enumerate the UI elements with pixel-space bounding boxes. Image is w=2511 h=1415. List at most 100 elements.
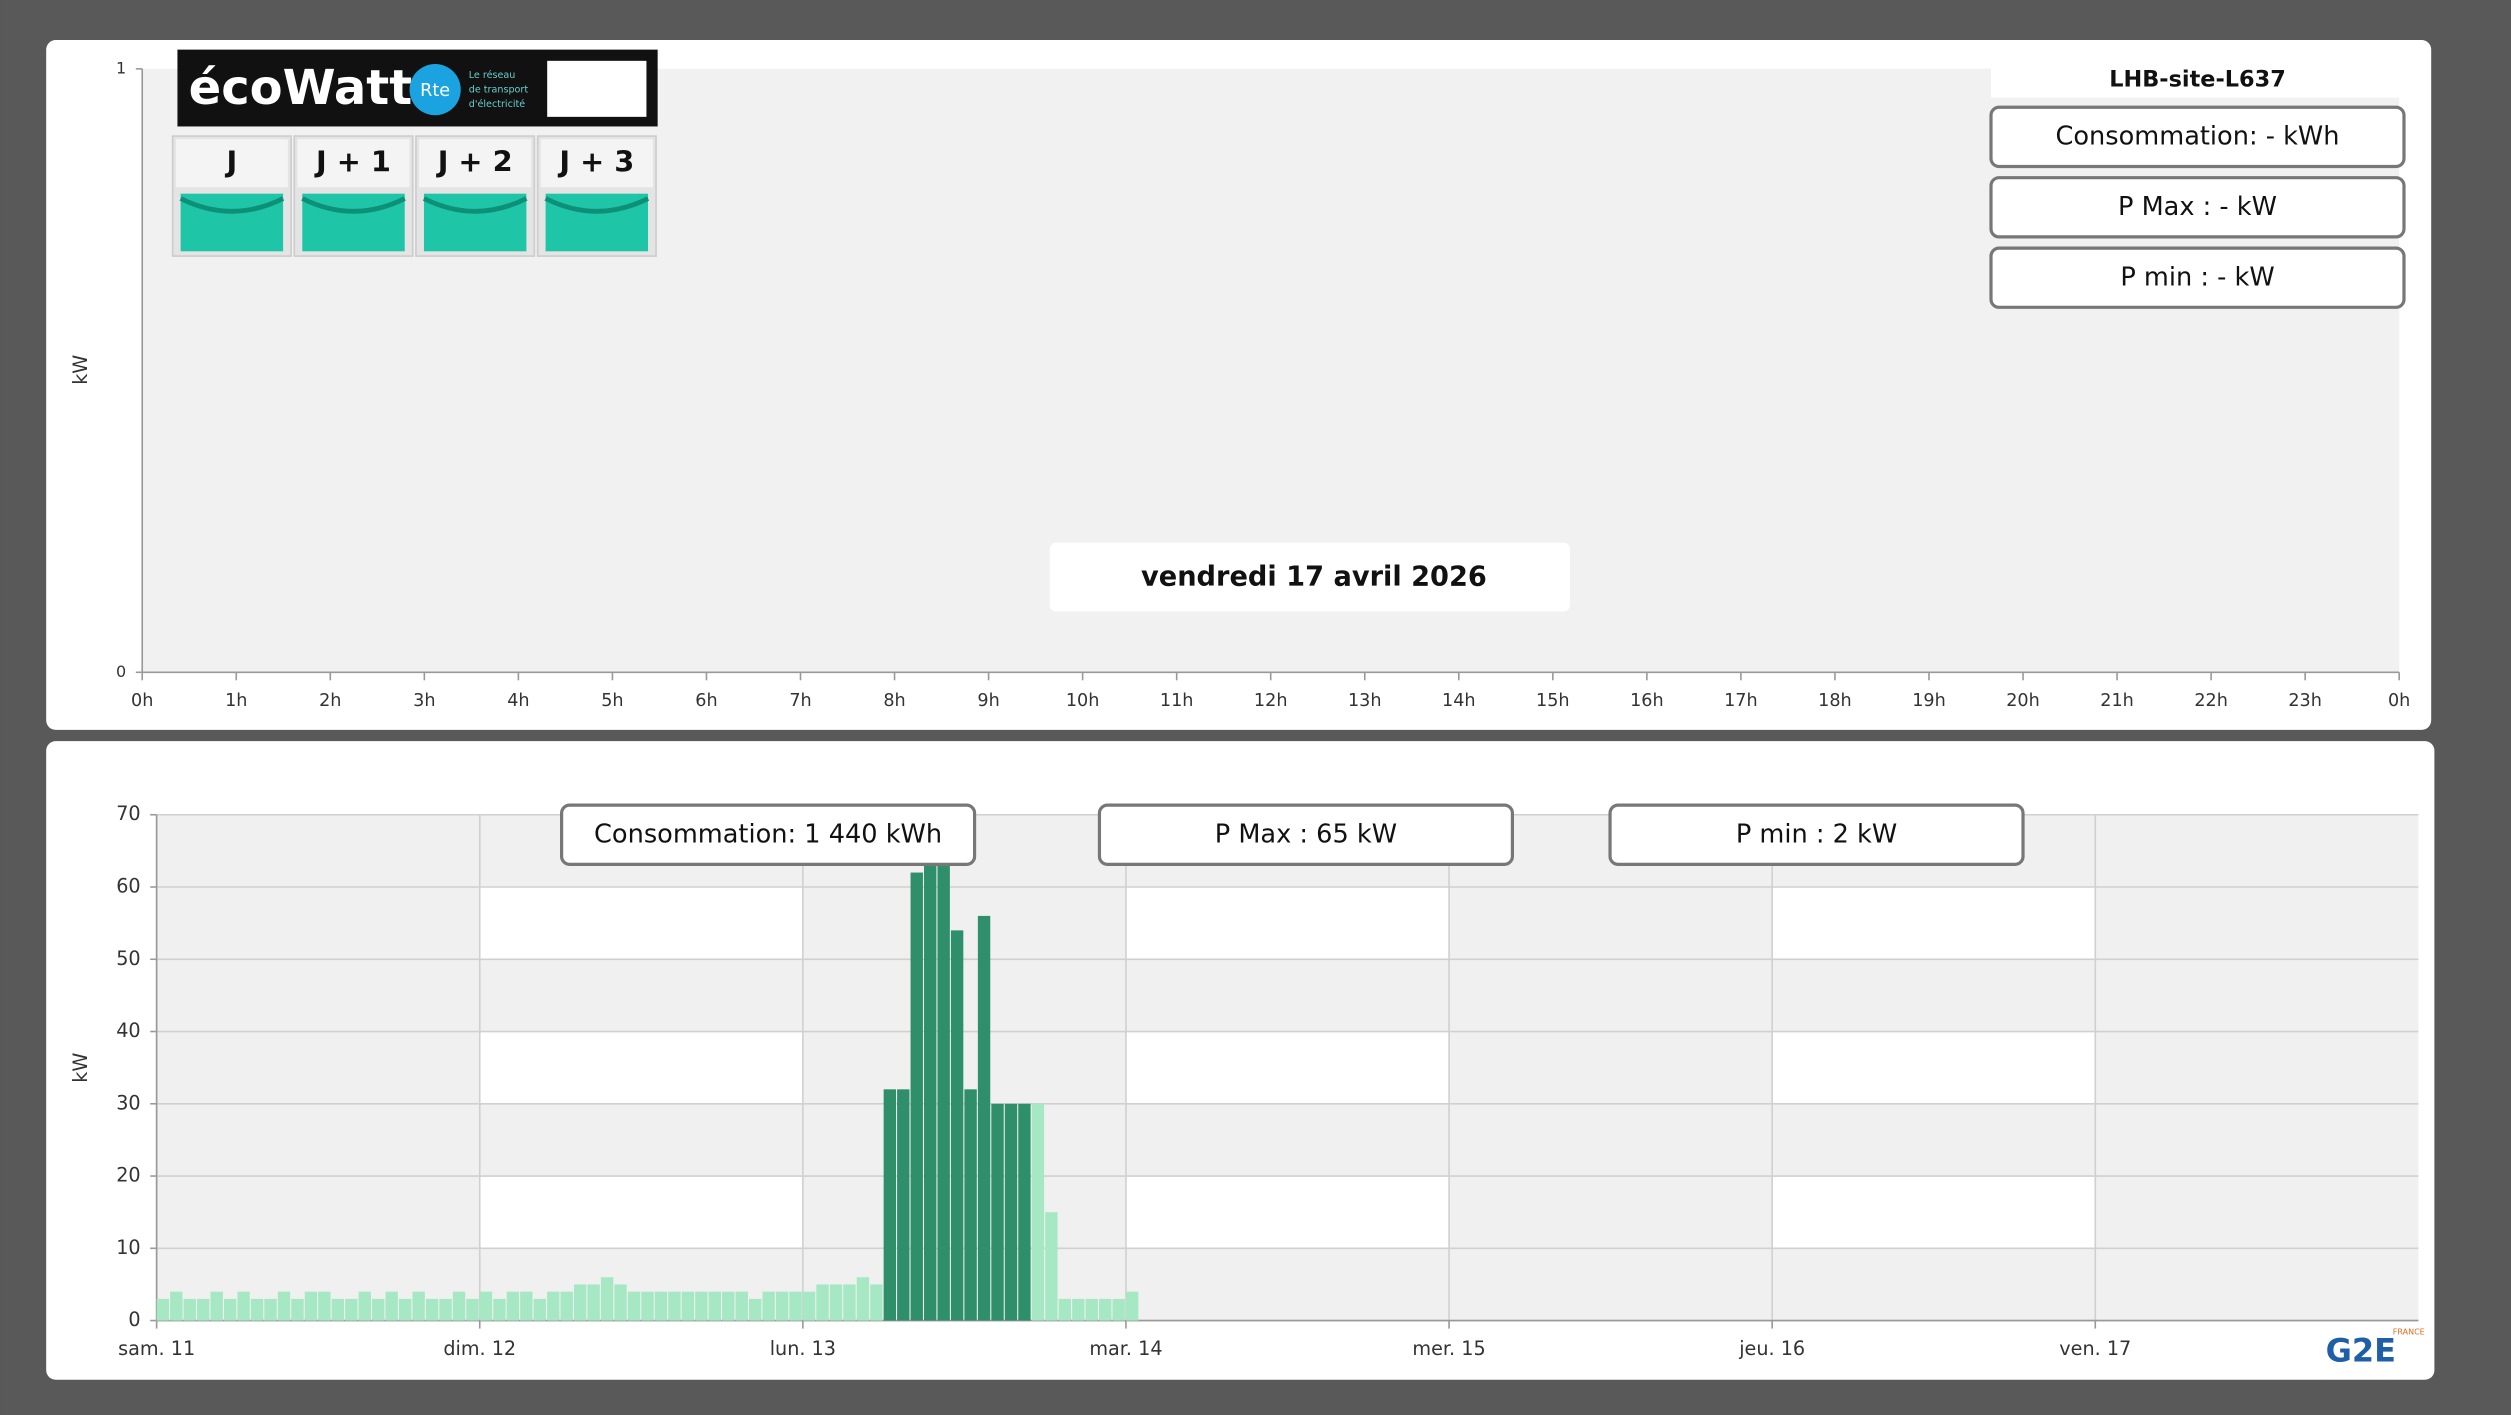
x-tick-label: 2h: [319, 691, 341, 711]
bar: [425, 1298, 439, 1321]
ecowatt-logo: écoWatt: [189, 60, 413, 116]
bar: [223, 1298, 237, 1321]
x-tick-label: 23h: [2288, 691, 2322, 711]
y-tick-label: 60: [116, 875, 140, 898]
x-tick-label: 21h: [2100, 691, 2134, 711]
x-tick-label: 15h: [1536, 691, 1570, 711]
band: [479, 1176, 803, 1249]
day-header: [175, 139, 288, 188]
x-tick-label: 19h: [1912, 691, 1946, 711]
day-header: [419, 139, 532, 188]
bar: [345, 1298, 358, 1321]
bar: [452, 1291, 466, 1321]
x-tick-label: 8h: [883, 691, 905, 711]
bar: [210, 1291, 223, 1321]
bar: [722, 1291, 735, 1321]
bar: [560, 1291, 573, 1321]
bar: [318, 1291, 331, 1321]
bar: [695, 1291, 708, 1321]
bar: [883, 1089, 897, 1321]
x-tick-label: 0h: [131, 691, 153, 711]
bar: [1085, 1298, 1098, 1321]
bar: [816, 1284, 829, 1321]
x-tick-label: 12h: [1254, 691, 1288, 711]
bar: [277, 1291, 291, 1321]
bar: [466, 1298, 479, 1321]
day-header: [540, 139, 653, 188]
bar: [573, 1284, 587, 1321]
bar: [802, 1291, 816, 1321]
bar: [681, 1291, 695, 1321]
y-tick-label: 0: [128, 1308, 140, 1331]
bar: [1125, 1291, 1139, 1321]
y-tick-label: 70: [116, 802, 140, 825]
republique-logo: [547, 60, 647, 117]
x-tick-label: 18h: [1818, 691, 1852, 711]
x-tick-label: 11h: [1160, 691, 1194, 711]
x-tick-label: 7h: [789, 691, 811, 711]
x-tick-label: 22h: [2194, 691, 2228, 711]
rte-text: de transport: [469, 85, 529, 96]
bar: [237, 1291, 250, 1321]
x-tick-label: jeu. 16: [1738, 1337, 1805, 1360]
x-tick-label: mar. 14: [1089, 1337, 1162, 1360]
bar: [924, 865, 937, 1321]
bar: [291, 1298, 304, 1321]
bar: [735, 1291, 748, 1321]
band: [1772, 1031, 2096, 1104]
stat-text: P Max : - kW: [2118, 192, 2277, 222]
bar: [614, 1284, 627, 1321]
x-tick-label: sam. 11: [118, 1337, 195, 1360]
bar: [331, 1298, 345, 1321]
bar: [937, 850, 950, 1321]
bar: [439, 1298, 452, 1321]
bar: [829, 1284, 843, 1321]
stat-box: [560, 803, 977, 866]
bar: [547, 1291, 560, 1321]
band: [1125, 1031, 1450, 1104]
date-box: [1049, 542, 1571, 612]
day-signal: [180, 193, 284, 252]
x-tick-label: ven. 17: [2059, 1337, 2131, 1360]
bar: [870, 1284, 883, 1321]
x-tick-label: mer. 15: [1412, 1337, 1485, 1360]
bar: [977, 915, 991, 1321]
stat-box: [1989, 176, 2406, 239]
bar: [641, 1291, 654, 1321]
x-tick-label: 4h: [507, 691, 529, 711]
bar: [600, 1277, 614, 1321]
bar: [385, 1291, 398, 1321]
y-tick-label: 20: [116, 1164, 140, 1187]
bar: [950, 930, 964, 1321]
day-header: [297, 139, 410, 188]
bar: [1031, 1103, 1045, 1321]
day-wave: [179, 196, 285, 214]
day-label: J + 3: [557, 144, 634, 178]
bar: [358, 1291, 371, 1321]
bar: [250, 1298, 264, 1321]
bar: [264, 1298, 277, 1321]
day-signal: [545, 193, 649, 252]
y-axis-label: kW: [69, 1053, 92, 1083]
rte-label: Rte: [420, 81, 450, 101]
x-tick-label: 16h: [1630, 691, 1664, 711]
bar: [1018, 1103, 1031, 1321]
x-tick-label: 0h: [2388, 691, 2410, 711]
stat-text: Consommation: 1 440 kWh: [594, 820, 942, 850]
day-signal: [302, 193, 405, 252]
site-name: LHB-site-L637: [2109, 67, 2286, 93]
bar: [991, 1103, 1004, 1321]
day-label: J: [225, 144, 238, 178]
bar: [156, 1298, 170, 1321]
x-tick-label: 14h: [1442, 691, 1476, 711]
y-tick-label: 40: [116, 1019, 140, 1042]
stat-box: [1989, 105, 2406, 169]
bar: [762, 1291, 775, 1321]
stat-box: [1097, 803, 1515, 866]
stat-text: P Max : 65 kW: [1215, 820, 1397, 850]
brand-country: FRANCE: [2393, 1327, 2425, 1336]
x-tick-label: dim. 12: [443, 1337, 516, 1360]
x-tick-label: 5h: [601, 691, 623, 711]
